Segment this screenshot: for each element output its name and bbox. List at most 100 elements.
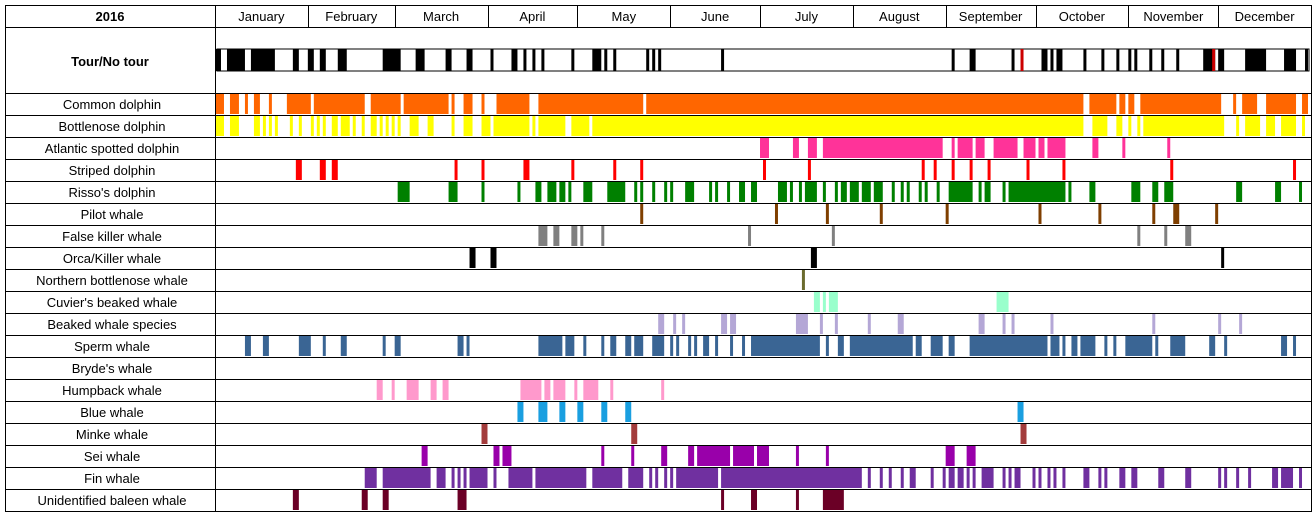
sighting-mark [1131,182,1141,202]
sighting-mark [1011,314,1015,334]
sighting-mark [1071,336,1078,356]
month-label-june: June [701,9,729,24]
sighting-mark [574,380,578,400]
species-label: Humpback whale [62,383,162,398]
sighting-mark [1122,138,1126,158]
no-tour-day-mark [652,49,656,71]
species-label: Orca/Killer whale [63,251,161,266]
sighting-mark [421,446,428,466]
sighting-mark [1248,468,1252,488]
sighting-mark [1119,94,1126,114]
sighting-mark [631,424,638,444]
sighting-mark [921,160,925,180]
sighting-mark [1104,336,1108,356]
sighting-mark [496,94,530,114]
sighting-mark [1143,116,1225,136]
sighting-mark [897,314,904,334]
sighting-mark [640,182,644,202]
sighting-mark [649,468,653,488]
sighting-mark [1014,468,1021,488]
sighting-mark [763,160,766,180]
sighting-mark [613,160,617,180]
sighting-mark [867,314,871,334]
sighting-mark [397,116,401,136]
sighting-mark [804,182,817,202]
sighting-mark [565,336,575,356]
no-tour-day-mark [1083,49,1087,71]
sighting-mark [463,116,473,136]
sighting-mark [451,94,455,114]
sighting-mark [831,226,835,246]
species-label: Blue whale [80,405,144,420]
sighting-mark [1299,182,1303,202]
sighting-mark [810,248,817,268]
species-label: Atlantic spotted dolphin [45,141,179,156]
tour-strip-frame [216,48,1310,72]
sighting-mark [286,94,311,114]
sighting-mark [502,446,512,466]
sighting-mark [1152,314,1156,334]
sighting-mark [391,116,395,136]
sighting-mark [1032,468,1036,488]
sighting-mark [571,116,590,136]
sighting-mark [873,182,883,202]
no-tour-day-mark [592,49,602,71]
sighting-mark [984,182,991,202]
sighting-mark [361,116,365,136]
sighting-mark [1020,424,1027,444]
sighting-mark [1050,336,1060,356]
sighting-mark [688,336,692,356]
sighting-mark [1266,116,1276,136]
species-label: False killer whale [62,229,162,244]
sighting-mark [975,138,985,158]
chart-title-year: 2016 [96,9,125,24]
species-label: Beaked whale species [47,317,177,332]
no-tour-day-mark [250,49,275,71]
sighting-mark [1221,248,1225,268]
sighting-mark [703,336,710,356]
month-label-december: December [1235,9,1296,24]
sighting-mark [436,468,446,488]
sighting-mark [469,248,476,268]
sighting-mark [1215,204,1219,224]
sighting-mark [795,314,808,334]
sighting-mark [538,94,644,114]
no-tour-day-mark [1134,49,1138,71]
sighting-mark [1170,160,1174,180]
sighting-mark [930,468,934,488]
sighting-mark [978,182,982,202]
sighting-mark [1125,336,1153,356]
no-tour-day-mark [1011,49,1015,71]
no-tour-day-mark [215,49,221,71]
sighting-mark [481,424,488,444]
no-tour-day-mark [1245,49,1267,71]
sighting-mark [568,182,572,202]
sighting-mark [888,468,892,488]
no-tour-day-mark [613,49,617,71]
sighting-mark [789,182,793,202]
sighting-mark [969,160,973,180]
sighting-mark [828,292,838,312]
species-label: Striped dolphin [69,163,156,178]
no-tour-day-mark [1218,49,1225,71]
no-tour-day-mark [1176,49,1180,71]
sighting-mark [1119,468,1126,488]
sighting-mark [316,116,320,136]
sighting-mark [394,336,401,356]
sighting-mark [625,402,632,422]
sighting-mark [253,94,260,114]
sighting-mark [801,270,805,290]
sighting-mark [655,468,659,488]
sighting-mark [1104,468,1108,488]
sighting-mark [1008,468,1012,488]
sighting-mark [721,314,728,334]
sighting-mark [538,402,548,422]
sighting-mark [1092,138,1099,158]
sighting-mark [1302,116,1306,136]
sighting-mark [1128,94,1135,114]
sighting-mark [442,380,449,400]
sighting-mark [253,116,260,136]
sighting-mark [493,468,497,488]
species-label: Bottlenose dolphin [59,119,166,134]
